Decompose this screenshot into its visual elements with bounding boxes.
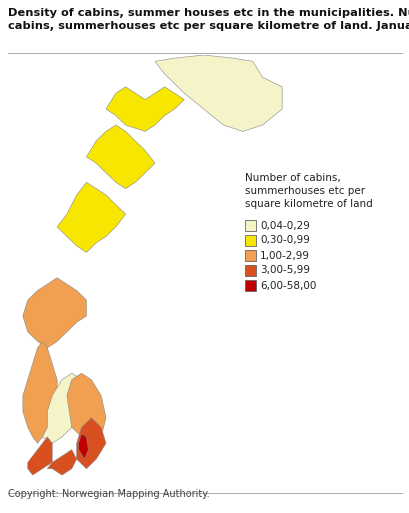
Polygon shape bbox=[43, 373, 86, 443]
Bar bbox=[245, 235, 255, 246]
Text: Density of cabins, summer houses etc in the municipalities. Number of
cabins, su: Density of cabins, summer houses etc in … bbox=[8, 8, 409, 31]
Polygon shape bbox=[23, 342, 57, 443]
Text: 6,00-58,00: 6,00-58,00 bbox=[259, 281, 316, 290]
Bar bbox=[245, 265, 255, 276]
Bar bbox=[245, 250, 255, 261]
Polygon shape bbox=[67, 373, 106, 443]
Text: 1,00-2,99: 1,00-2,99 bbox=[259, 250, 309, 261]
Polygon shape bbox=[57, 182, 125, 252]
Polygon shape bbox=[106, 87, 184, 131]
Polygon shape bbox=[86, 125, 155, 189]
Text: Copyright: Norwegian Mapping Authority.: Copyright: Norwegian Mapping Authority. bbox=[8, 489, 209, 499]
Polygon shape bbox=[47, 449, 76, 475]
Bar bbox=[245, 280, 255, 291]
Text: 3,00-5,99: 3,00-5,99 bbox=[259, 266, 309, 275]
Polygon shape bbox=[155, 55, 281, 131]
Polygon shape bbox=[28, 437, 52, 475]
Text: 0,04-0,29: 0,04-0,29 bbox=[259, 221, 309, 230]
Polygon shape bbox=[79, 433, 88, 459]
Text: 0,30-0,99: 0,30-0,99 bbox=[259, 235, 309, 246]
Polygon shape bbox=[23, 278, 86, 348]
Bar bbox=[245, 220, 255, 231]
Text: Number of cabins,
summerhouses etc per
square kilometre of land: Number of cabins, summerhouses etc per s… bbox=[245, 173, 372, 209]
Polygon shape bbox=[76, 418, 106, 469]
